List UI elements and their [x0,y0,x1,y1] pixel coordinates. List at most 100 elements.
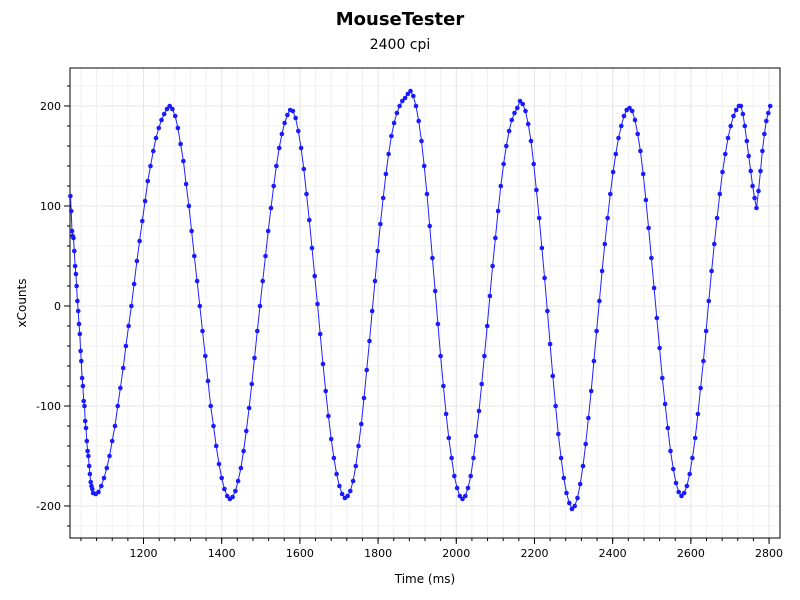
data-point [101,475,107,481]
data-point [82,403,87,409]
data-point [427,223,433,229]
data-point [457,493,463,499]
data-point [181,158,186,164]
data-point [605,215,610,221]
data-point [151,148,156,154]
data-point [203,353,208,359]
data-point [662,401,668,407]
data-point [744,138,750,144]
data-point [372,278,378,284]
data-point [77,331,83,337]
data-point [99,483,104,489]
data-point [766,110,771,116]
data-point [120,365,126,371]
data-point [550,373,556,379]
data-point [263,253,268,259]
data-point [580,463,586,469]
grid-lines [70,68,780,538]
data-point [129,303,134,309]
data-point [668,448,673,454]
data-point [684,483,690,489]
data-point [75,298,80,304]
data-point [402,95,408,101]
data-point [137,238,142,244]
data-point [545,308,550,314]
data-point [148,163,153,169]
data-point [553,403,558,409]
data-point [309,245,315,251]
data-point [441,383,446,389]
data-point [725,135,731,141]
data-point [350,478,356,484]
axis-ticks: 1200 1400 1600 1800 2000 2200 2400 2600 2800 200 1… [36,85,783,560]
data-point [471,455,476,461]
data-point [285,112,290,118]
data-point [183,181,189,187]
data-point [493,235,498,241]
data-point [654,315,660,321]
data-point [638,148,643,154]
data-point [241,448,246,454]
data-point [742,123,748,129]
y-tick-label: 0 [54,300,61,313]
data-point [629,108,635,114]
data-point [85,448,90,454]
x-tick-label: 2200 [520,547,548,560]
data-point [446,435,452,441]
data-point [720,169,725,175]
data-point [619,123,624,129]
data-point [208,403,213,409]
data-point [161,111,167,117]
data-point [610,169,616,175]
data-point [276,145,282,151]
data-point [235,478,241,484]
data-point [170,106,175,112]
x-tick-label: 2000 [442,547,470,560]
data-point [473,433,479,439]
data-point [279,131,285,137]
data-point [79,358,84,364]
data-point [68,193,73,199]
data-point [71,235,76,241]
data-point [307,217,312,223]
data-point [651,285,657,291]
data-point [74,283,79,289]
data-point [454,485,460,491]
data-point [547,341,553,347]
data-point [380,195,386,201]
x-tick-label: 1400 [208,547,236,560]
data-point [216,461,222,467]
data-point [536,215,542,221]
data-point [432,288,438,294]
data-point [643,197,649,203]
data-point [679,493,684,499]
data-point [88,479,93,485]
data-point [649,255,654,261]
data-point [525,121,531,127]
data-point [260,278,266,284]
data-point [438,353,443,359]
data-point [413,103,419,109]
data-point [740,111,746,117]
data-point [86,463,92,469]
data-point [738,103,744,109]
data-point [665,425,671,431]
data-point [602,241,608,247]
data-point [115,403,120,409]
data-point [167,103,172,109]
data-point [293,115,298,121]
data-point [153,135,159,141]
data-point [504,143,509,149]
data-point [539,245,545,251]
data-point [671,466,676,472]
data-point [640,171,646,177]
data-point [588,388,594,394]
data-point [109,438,115,444]
data-point [345,493,350,499]
data-point [348,488,353,494]
data-point [159,117,164,123]
data-point [364,367,370,373]
data-point [282,120,287,126]
data-point [156,125,162,131]
data-point [754,205,759,211]
